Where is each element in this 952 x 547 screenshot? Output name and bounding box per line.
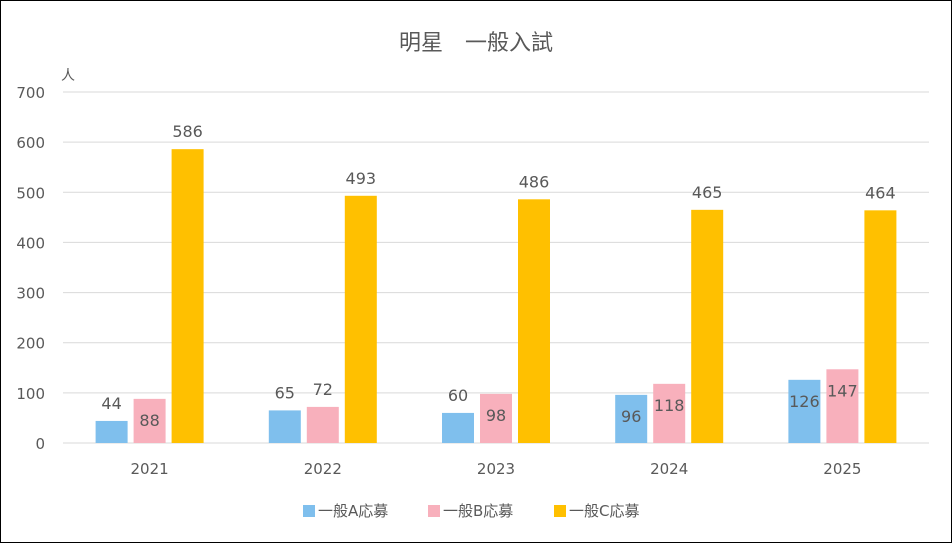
y-tick-label: 200 [16, 335, 45, 353]
data-label: 65 [275, 383, 295, 402]
y-tick-label: 500 [16, 184, 45, 202]
data-label: 486 [519, 172, 550, 191]
bars: 44 88 586 65 72 493 60 98 486 96 118 465 126 147 464 [95, 122, 897, 444]
bar [442, 412, 474, 443]
legend-swatch [554, 505, 566, 517]
data-label: 464 [865, 183, 896, 202]
data-label: 98 [486, 406, 506, 425]
data-label: 126 [789, 392, 820, 411]
data-label: 44 [101, 394, 121, 413]
bar [306, 406, 339, 443]
legend-swatch [428, 505, 440, 517]
bar [95, 420, 128, 443]
data-label: 60 [448, 386, 468, 405]
bar [788, 379, 821, 443]
y-tick-label: 400 [16, 234, 45, 252]
bar [864, 210, 897, 443]
gridlines [63, 91, 929, 444]
x-tick-label: 2021 [131, 460, 169, 478]
bar [268, 410, 301, 443]
x-tick-label: 2024 [650, 460, 688, 478]
legend: 一般A応募 一般B応募 一般C応募 [303, 502, 639, 520]
bar [691, 209, 724, 443]
y-tick-label: 300 [16, 285, 45, 303]
y-axis-tick-labels: 0 100 200 300 400 500 600 700 [16, 84, 45, 453]
data-label: 586 [172, 122, 203, 141]
x-axis-tick-labels: 2021 2022 2023 2024 2025 [131, 460, 862, 478]
bar [344, 195, 377, 443]
data-label: 88 [139, 411, 159, 430]
x-tick-label: 2025 [823, 460, 861, 478]
y-tick-label: 100 [16, 385, 45, 403]
legend-label: 一般A応募 [318, 502, 388, 520]
y-axis-unit-label: 人 [61, 68, 75, 84]
data-label: 72 [313, 380, 333, 399]
bar [171, 149, 204, 444]
y-tick-label: 0 [35, 435, 45, 453]
y-tick-label: 700 [16, 84, 45, 102]
data-label: 118 [654, 396, 685, 415]
chart-title: 明星 一般入試 [399, 31, 553, 56]
data-label: 493 [346, 169, 377, 188]
bar [518, 199, 550, 443]
legend-swatch [303, 505, 315, 517]
data-label: 96 [621, 407, 641, 426]
x-tick-label: 2023 [477, 460, 515, 478]
data-label: 147 [827, 381, 858, 400]
bar [133, 398, 166, 443]
bar [653, 383, 686, 443]
bar [480, 393, 512, 443]
x-tick-label: 2022 [304, 460, 342, 478]
bar [615, 394, 648, 443]
legend-label: 一般B応募 [443, 502, 513, 520]
bar [826, 369, 859, 443]
y-tick-label: 600 [16, 134, 45, 152]
data-label: 465 [692, 183, 723, 202]
legend-label: 一般C応募 [569, 502, 639, 520]
